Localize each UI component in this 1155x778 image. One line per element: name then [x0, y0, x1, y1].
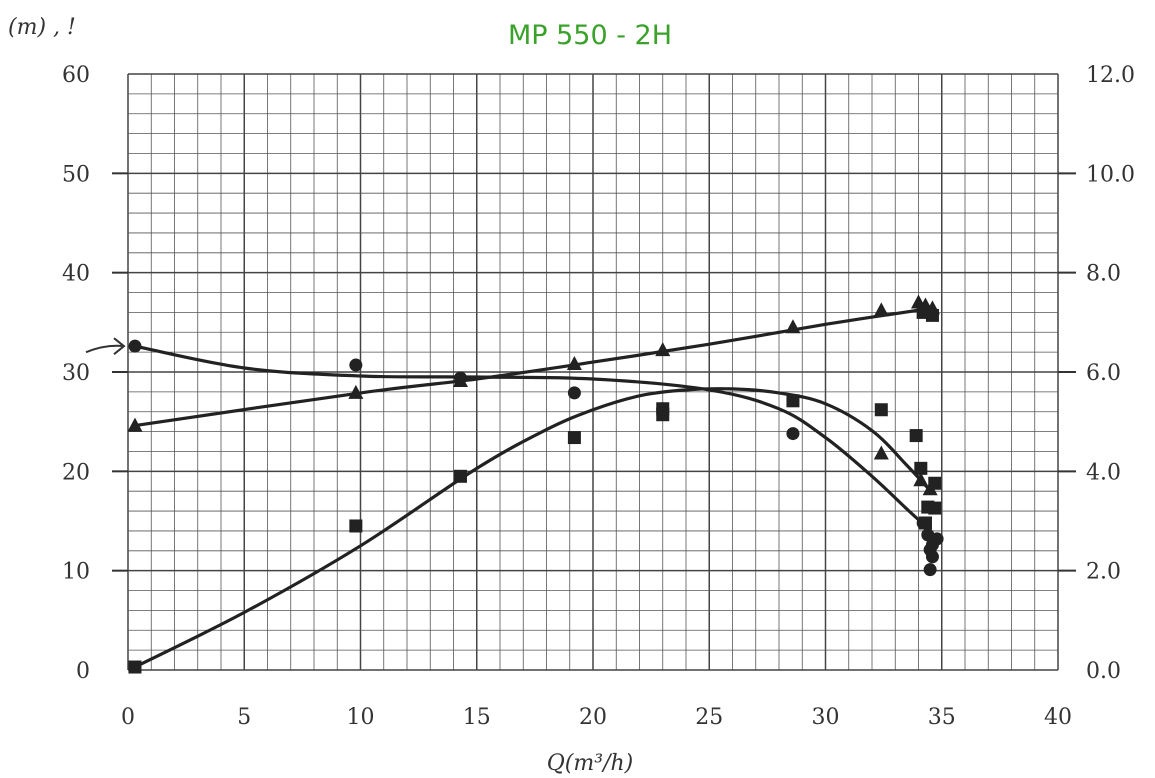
- x-tick-label: 35: [928, 705, 956, 730]
- x-tick-label: 40: [1044, 705, 1072, 730]
- y-tick-label: 50: [62, 162, 90, 187]
- x-tick-label: 0: [121, 705, 135, 730]
- x-tick-label: 15: [463, 705, 491, 730]
- y-tick-label: 40: [62, 262, 90, 287]
- y-tick-label: 60: [62, 63, 90, 88]
- x-tick-label: 30: [812, 705, 840, 730]
- square-data-point: [928, 476, 942, 490]
- x-tick-label: 5: [237, 705, 251, 730]
- circle-data-point: [786, 427, 800, 441]
- square-data-point: [656, 402, 670, 416]
- circle-data-point: [349, 358, 363, 372]
- circle-data-point: [567, 386, 581, 400]
- y2-tick-label: 2.0: [1086, 560, 1121, 585]
- circle-data-point: [925, 538, 939, 552]
- square-data-point: [786, 394, 800, 408]
- y-tick-label: 0: [76, 659, 90, 684]
- x-tick-label: 25: [695, 705, 723, 730]
- hand-arrow-mark: [85, 337, 126, 355]
- ticks: 0 5 10 15 20 25 30 35 40 0 10 20 30 40 50 60 0.0 2.0 4.0 6.…: [62, 63, 1135, 730]
- y2-tick-label: 0.0: [1086, 659, 1121, 684]
- y2-tick-label: 4.0: [1086, 460, 1121, 485]
- square-data-point: [453, 469, 467, 483]
- circle-series-curve: [133, 344, 928, 528]
- triangle-data-point: [785, 319, 801, 334]
- chart-title: MP 550 - 2H: [508, 20, 672, 51]
- square-data-point: [874, 403, 888, 417]
- grid: [127, 73, 1059, 671]
- x-axis-label: Q(m³/h): [547, 751, 633, 776]
- triangle-data-point: [348, 384, 364, 399]
- triangle-data-point: [127, 417, 143, 432]
- y-tick-label: 20: [62, 460, 90, 485]
- y2-tick-label: 6.0: [1086, 361, 1121, 386]
- triangle-series-curve: [133, 306, 932, 428]
- circle-data-point: [128, 339, 142, 353]
- triangle-data-point: [452, 372, 468, 387]
- square-data-point: [349, 519, 363, 533]
- square-data-point: [916, 305, 930, 319]
- y-tick-label: 30: [62, 361, 90, 386]
- circle-data-point: [923, 563, 937, 577]
- y2-tick-label: 8.0: [1086, 262, 1121, 287]
- y-axis-label: (m) , !: [8, 15, 76, 40]
- triangle-data-point: [566, 356, 582, 371]
- triangle-data-point: [873, 302, 889, 317]
- triangle-data-point: [873, 445, 889, 460]
- circle-data-point: [925, 550, 939, 564]
- square-data-point: [914, 461, 928, 475]
- y-tick-label: 10: [62, 560, 90, 585]
- x-tick-label: 20: [579, 705, 607, 730]
- points: [127, 294, 944, 674]
- curves: [133, 306, 935, 669]
- square-data-point: [918, 516, 932, 530]
- square-data-point: [128, 660, 142, 674]
- square-data-point: [928, 501, 942, 515]
- y2-tick-label: 12.0: [1086, 63, 1135, 88]
- triangle-data-point: [655, 342, 671, 357]
- x-tick-label: 10: [347, 705, 375, 730]
- y2-tick-label: 10.0: [1086, 162, 1135, 187]
- square-data-point: [567, 431, 581, 445]
- square-data-point: [909, 429, 923, 443]
- triangle-data-point: [913, 472, 929, 487]
- square-series-curve: [133, 387, 935, 669]
